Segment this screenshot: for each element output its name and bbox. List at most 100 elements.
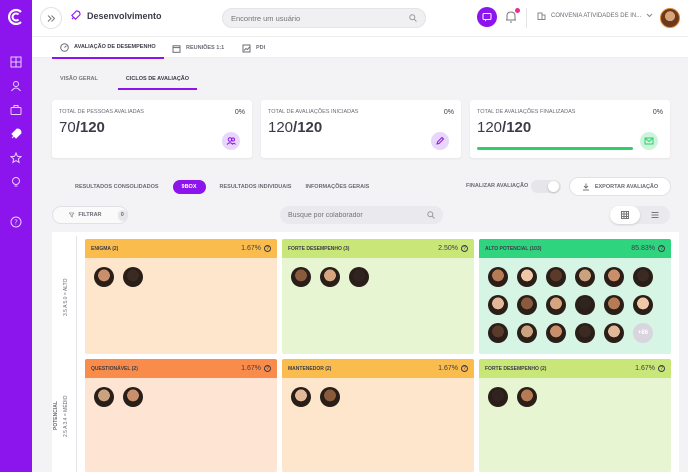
quadrant-6[interactable]: FORTE DESEMPENHO (2) 1.67%?	[479, 359, 671, 472]
briefcase-icon[interactable]	[9, 103, 23, 117]
filter-button[interactable]: FILTRAR 0	[52, 206, 128, 224]
quadrant-5[interactable]: MANTENEDOR (2) 1.67%?	[282, 359, 474, 472]
quadrant-2[interactable]: FORTE DESEMPENHO (3) 2.50%?	[282, 239, 474, 354]
grid-view-button[interactable]	[610, 206, 640, 224]
quadrant-percent: 1.67%?	[241, 245, 271, 252]
dashboard-icon[interactable]	[9, 55, 23, 69]
help-icon[interactable]: ?	[461, 245, 468, 252]
quadrant-4[interactable]: QUESTIONÁVEL (2) 1.67%?	[85, 359, 277, 472]
avatar[interactable]	[349, 267, 369, 287]
avatar[interactable]	[320, 267, 340, 287]
export-button[interactable]: EXPORTAR AVALIAÇÃO	[569, 177, 671, 196]
finalize-toggle[interactable]	[531, 180, 561, 193]
lightbulb-icon[interactable]	[9, 175, 23, 189]
avatar[interactable]	[660, 8, 680, 28]
help-icon[interactable]: ?	[9, 215, 23, 229]
help-icon[interactable]: ?	[264, 365, 271, 372]
tab-one-on-one[interactable]: REUNIÕES 1:1	[172, 37, 224, 59]
filter-count-badge: 0	[117, 209, 127, 221]
tab-pdi[interactable]: PDI	[242, 37, 265, 59]
quadrant-title: FORTE DESEMPENHO (3)	[288, 245, 350, 252]
help-icon[interactable]: ?	[461, 365, 468, 372]
tab-review-cycles[interactable]: CICLOS DE AVALIAÇÃO	[117, 73, 198, 90]
rocket-icon[interactable]	[9, 127, 23, 141]
quadrant-title: QUESTIONÁVEL (2)	[91, 365, 138, 372]
axis-label-medium: 2.5 A 3.4 = MÉDIO	[63, 395, 69, 437]
view-toggle	[610, 206, 670, 224]
tab-9box[interactable]: 9BOX	[172, 180, 206, 194]
filter-icon	[69, 212, 75, 218]
avatar[interactable]	[633, 267, 653, 287]
avatar[interactable]	[123, 267, 143, 287]
quadrant-percent: 1.67%?	[635, 365, 665, 372]
avatar[interactable]	[575, 323, 595, 343]
list-icon	[651, 212, 659, 218]
avatar[interactable]	[94, 267, 114, 287]
calendar-icon	[172, 44, 181, 53]
stat-card-finished: TOTAL DE AVALIAÇÕES FINALIZADAS 0% 120/1…	[470, 100, 670, 158]
user-search-box[interactable]	[222, 8, 426, 28]
building-icon	[537, 12, 546, 20]
card-value-count: 120	[477, 119, 503, 136]
app-logo[interactable]	[6, 7, 26, 27]
avatar[interactable]	[94, 387, 114, 407]
help-icon[interactable]: ?	[658, 365, 665, 372]
card-label: TOTAL DE AVALIAÇÕES FINALIZADAS	[477, 109, 576, 115]
collaborator-search-input[interactable]	[288, 211, 427, 219]
tab-general-info[interactable]: INFORMAÇÕES GERAIS	[305, 184, 370, 190]
quadrant-1[interactable]: ENIGMA (2) 1.67%?	[85, 239, 277, 354]
quadrant-percent: 85.83%?	[631, 245, 665, 252]
quadrant-3[interactable]: ALTO POTENCIAL (103) 85.83%? +86	[479, 239, 671, 354]
avatar[interactable]	[575, 267, 595, 287]
search-icon	[409, 14, 417, 22]
avatar[interactable]	[488, 267, 508, 287]
star-icon[interactable]	[9, 151, 23, 165]
avatar[interactable]	[546, 295, 566, 315]
avatar[interactable]	[517, 295, 537, 315]
avatar[interactable]	[633, 295, 653, 315]
stat-card-evaluated: TOTAL DE PESSOAS AVALIADAS 0% 70/120	[52, 100, 252, 158]
user-icon[interactable]	[9, 79, 23, 93]
avatar[interactable]	[123, 387, 143, 407]
tab-performance-review[interactable]: AVALIAÇÃO DE DESEMPENHO	[52, 37, 164, 59]
avatar[interactable]	[488, 387, 508, 407]
list-view-button[interactable]	[640, 206, 670, 224]
tab-overview[interactable]: VISÃO GERAL	[60, 76, 98, 82]
avatar[interactable]	[604, 295, 624, 315]
avatar[interactable]	[488, 323, 508, 343]
collaborator-search-box[interactable]	[280, 206, 443, 224]
quadrant-header: MANTENEDOR (2) 1.67%?	[282, 359, 474, 378]
avatar[interactable]	[546, 267, 566, 287]
expand-sidebar-button[interactable]	[40, 7, 62, 29]
card-value: 120/120	[477, 119, 531, 136]
avatar[interactable]	[291, 267, 311, 287]
avatar[interactable]	[320, 387, 340, 407]
avatar[interactable]	[517, 387, 537, 407]
gauge-icon	[60, 42, 69, 52]
stat-card-started: TOTAL DE AVALIAÇÕES INICIADAS 0% 120/120	[261, 100, 461, 158]
avatar[interactable]	[488, 295, 508, 315]
bell-icon[interactable]	[504, 9, 518, 25]
avatar[interactable]	[546, 323, 566, 343]
avatar[interactable]	[604, 267, 624, 287]
tab-individual-results[interactable]: RESULTADOS INDIVIDUAIS	[219, 184, 292, 190]
quadrant-percent-value: 1.67%	[635, 365, 655, 372]
help-icon[interactable]: ?	[264, 245, 271, 252]
tab-consolidated-results[interactable]: RESULTADOS CONSOLIDADOS	[75, 184, 159, 190]
pencil-icon	[431, 132, 449, 150]
axis-label-high: 3.5 A 5.0 = ALTO	[63, 278, 69, 316]
chat-icon	[482, 13, 492, 22]
chat-button[interactable]	[477, 7, 497, 27]
user-search-input[interactable]	[231, 13, 409, 23]
avatar[interactable]	[604, 323, 624, 343]
avatar[interactable]	[291, 387, 311, 407]
more-avatars-badge[interactable]: +86	[633, 323, 653, 343]
help-icon[interactable]: ?	[658, 245, 665, 252]
sidebar: ?	[0, 0, 32, 472]
avatar[interactable]	[517, 267, 537, 287]
finalize-label: FINALIZAR AVALIAÇÃO	[466, 183, 529, 189]
avatar[interactable]	[517, 323, 537, 343]
company-selector[interactable]: CONVENIA ATIVIDADES DE IN...	[537, 11, 653, 20]
avatar[interactable]	[575, 295, 595, 315]
sub-navigation: AVALIAÇÃO DE DESEMPENHO REUNIÕES 1:1 PDI	[32, 36, 688, 59]
